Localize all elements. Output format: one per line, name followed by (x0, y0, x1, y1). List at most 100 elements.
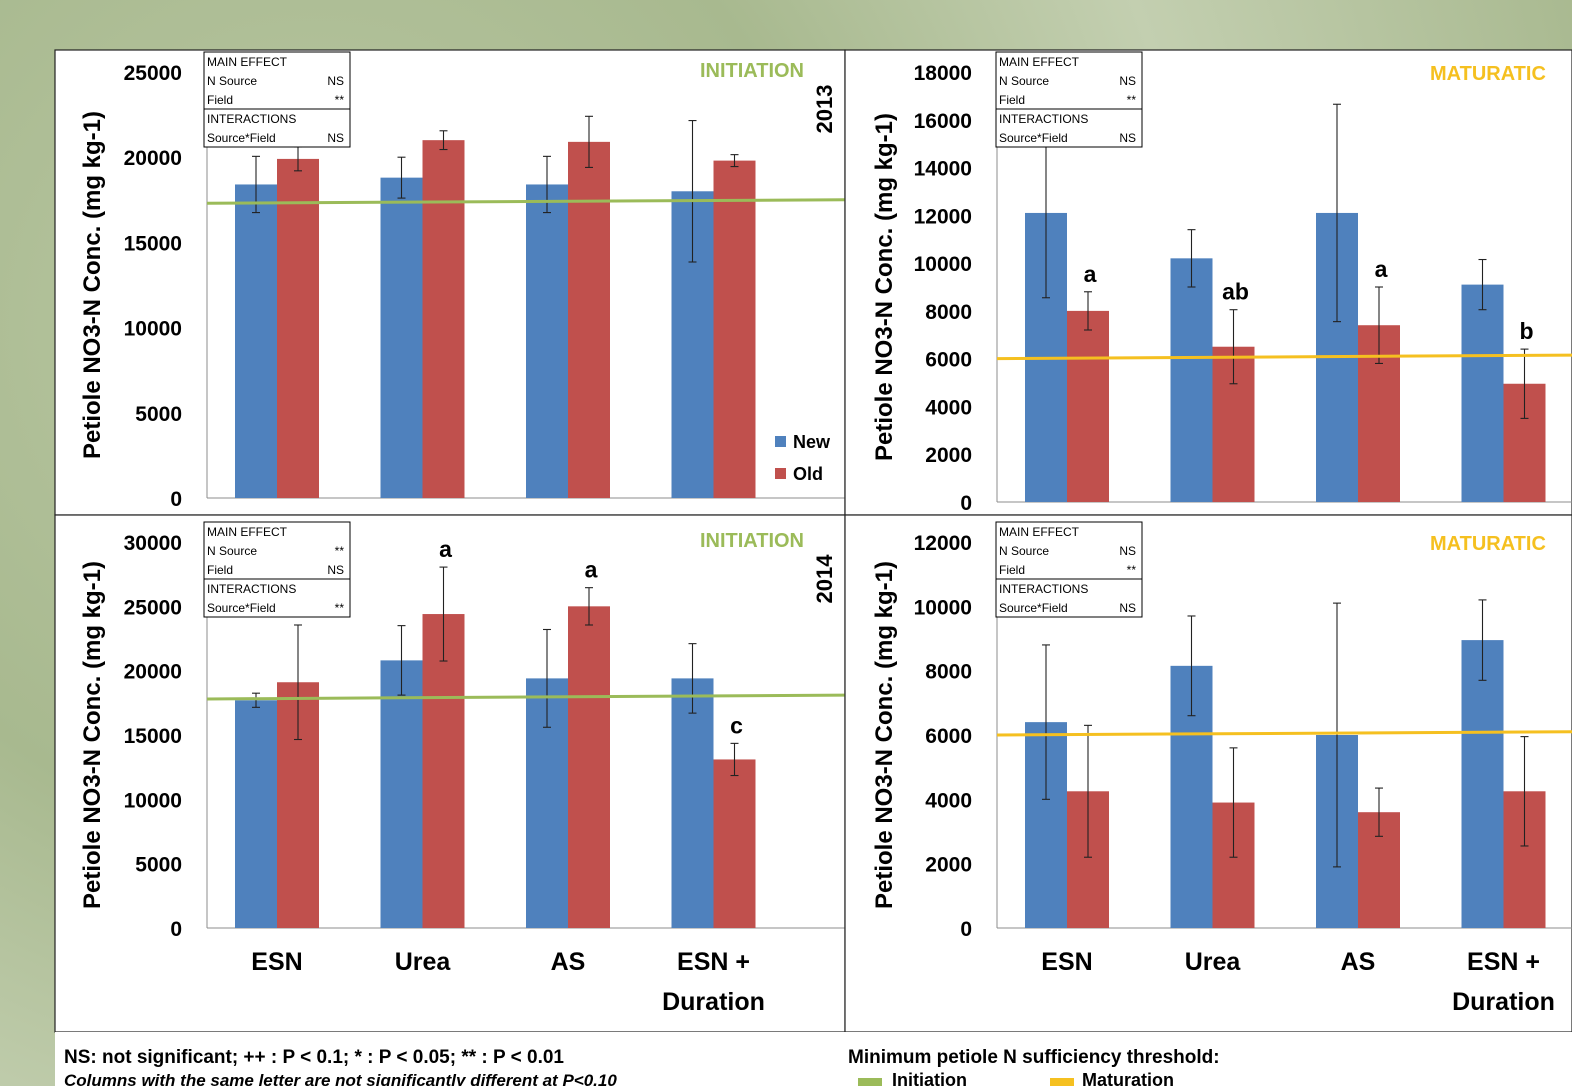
threshold-title: Minimum petiole N sufficiency threshold: (848, 1047, 1220, 1068)
stats-row-label: Source*Field (207, 601, 276, 615)
stats-box (995, 51, 1143, 148)
y-tick-label: 14000 (914, 158, 972, 181)
y-tick-label: 10000 (914, 253, 972, 276)
x-tick-label: ESN + (1467, 948, 1540, 976)
stats-row-value: ** (1127, 93, 1137, 107)
stats-table: MAIN EFFECT N Source NS Field ** INTERACTIONS… (203, 51, 351, 148)
significance-letter: c (730, 712, 743, 738)
bar-old (422, 614, 465, 928)
stats-box (203, 51, 351, 148)
legend-label: New (793, 432, 831, 452)
chart-mat-2013: 0 2000 4000 6000 8000 10000 12000 14000 16000 180… (844, 49, 1572, 516)
stats-heading: INTERACTIONS (207, 112, 296, 126)
threshold-initiation-swatch (858, 1078, 882, 1086)
year-label: 2014 (812, 554, 837, 604)
stage-label: MATURATIC (1430, 63, 1546, 85)
x-tick-label: Duration (1452, 988, 1555, 1016)
y-axis-label: Petiole NO3-N Conc. (mg kg-1) (79, 111, 106, 459)
stats-row-label: Source*Field (999, 131, 1068, 145)
y-axis-label: Petiole NO3-N Conc. (mg kg-1) (871, 113, 898, 461)
y-axis-label: Petiole NO3-N Conc. (mg kg-1) (79, 561, 106, 909)
y-tick-label: 20000 (124, 661, 182, 684)
y-tick-label: 16000 (914, 110, 972, 133)
significance-letter: a (1375, 256, 1388, 282)
y-tick-label: 4000 (925, 396, 972, 419)
bar-new (1461, 284, 1504, 502)
stats-row-value: NS (327, 131, 344, 145)
threshold-maturation-label: Maturation (1082, 1070, 1174, 1086)
stats-row-value: NS (327, 563, 344, 577)
y-tick-label: 5000 (135, 854, 182, 877)
chart-init-2013: 0 5000 10000 15000 20000 25000 Petiole NO3-N C… (54, 49, 846, 516)
footer-box (55, 1032, 1572, 1086)
bar-old (713, 160, 756, 498)
stats-box (203, 521, 351, 618)
stats-row-value: NS (1119, 74, 1136, 88)
y-tick-label: 6000 (925, 725, 972, 748)
bar-new (380, 177, 423, 498)
bar-old (568, 141, 610, 498)
stage-label: MATURATIC (1430, 533, 1546, 555)
significance-letter: a (585, 557, 598, 583)
x-tick-label: ESN (251, 948, 302, 976)
stats-heading: INTERACTIONS (207, 582, 296, 596)
y-tick-label: 20000 (124, 147, 182, 170)
bar-old (568, 606, 610, 928)
bar-new (235, 184, 277, 499)
stats-table: MAIN EFFECT N Source ** Field NS INTERACTIONS… (203, 521, 351, 618)
bar-new (235, 700, 277, 928)
stats-row-value: NS (1119, 601, 1136, 615)
stats-heading: INTERACTIONS (999, 582, 1088, 596)
stats-row-value: NS (1119, 131, 1136, 145)
significance-letter: a (439, 536, 452, 562)
legend-swatch (775, 468, 786, 479)
stats-row-value: ** (335, 601, 345, 615)
y-tick-label: 0 (960, 918, 972, 941)
x-tick-label: AS (551, 948, 586, 976)
y-tick-label: 25000 (124, 596, 182, 619)
bar-old (277, 158, 319, 499)
y-tick-label: 0 (960, 492, 972, 515)
stats-row-label: N Source (999, 74, 1049, 88)
y-tick-label: 0 (170, 918, 182, 941)
y-tick-label: 30000 (124, 532, 182, 555)
x-tick-label: AS (1341, 948, 1376, 976)
y-tick-label: 5000 (135, 403, 182, 426)
stats-row-value: NS (1119, 544, 1136, 558)
threshold-line (996, 353, 1572, 361)
stats-heading: MAIN EFFECT (207, 525, 288, 539)
y-tick-label: 18000 (914, 62, 972, 85)
threshold-line (206, 693, 846, 701)
x-tick-label: Duration (662, 988, 765, 1016)
stats-row-label: Source*Field (207, 131, 276, 145)
stats-row-value: ** (335, 93, 345, 107)
stage-label: INITIATION (700, 60, 804, 82)
y-tick-label: 15000 (124, 232, 182, 255)
stage-label: INITIATION (700, 530, 804, 552)
stats-row-value: ** (335, 544, 345, 558)
x-tick-label: ESN (1041, 948, 1092, 976)
x-tick-label: ESN + (677, 948, 750, 976)
stats-row-label: N Source (207, 74, 257, 88)
bar-new (1461, 640, 1504, 928)
stats-row-label: N Source (999, 544, 1049, 558)
significance-letter: a (1084, 261, 1097, 287)
bar-old (1067, 310, 1109, 502)
stats-heading: MAIN EFFECT (207, 55, 288, 69)
stats-heading: INTERACTIONS (999, 112, 1088, 126)
y-axis-label: Petiole NO3-N Conc. (mg kg-1) (871, 561, 898, 909)
y-tick-label: 15000 (124, 725, 182, 748)
bar-new (671, 678, 714, 928)
threshold-initiation-label: Initiation (892, 1070, 967, 1086)
stats-row-label: N Source (207, 544, 257, 558)
stats-box (995, 521, 1143, 618)
legend-swatch (775, 436, 786, 447)
y-tick-label: 6000 (925, 349, 972, 372)
y-tick-label: 25000 (124, 62, 182, 85)
significance-note: NS: not significant; ++ : P < 0.1; * : P… (64, 1047, 564, 1068)
stats-row-value: ** (1127, 563, 1137, 577)
bar-new (380, 660, 423, 928)
y-tick-label: 10000 (124, 789, 182, 812)
y-tick-label: 8000 (925, 301, 972, 324)
